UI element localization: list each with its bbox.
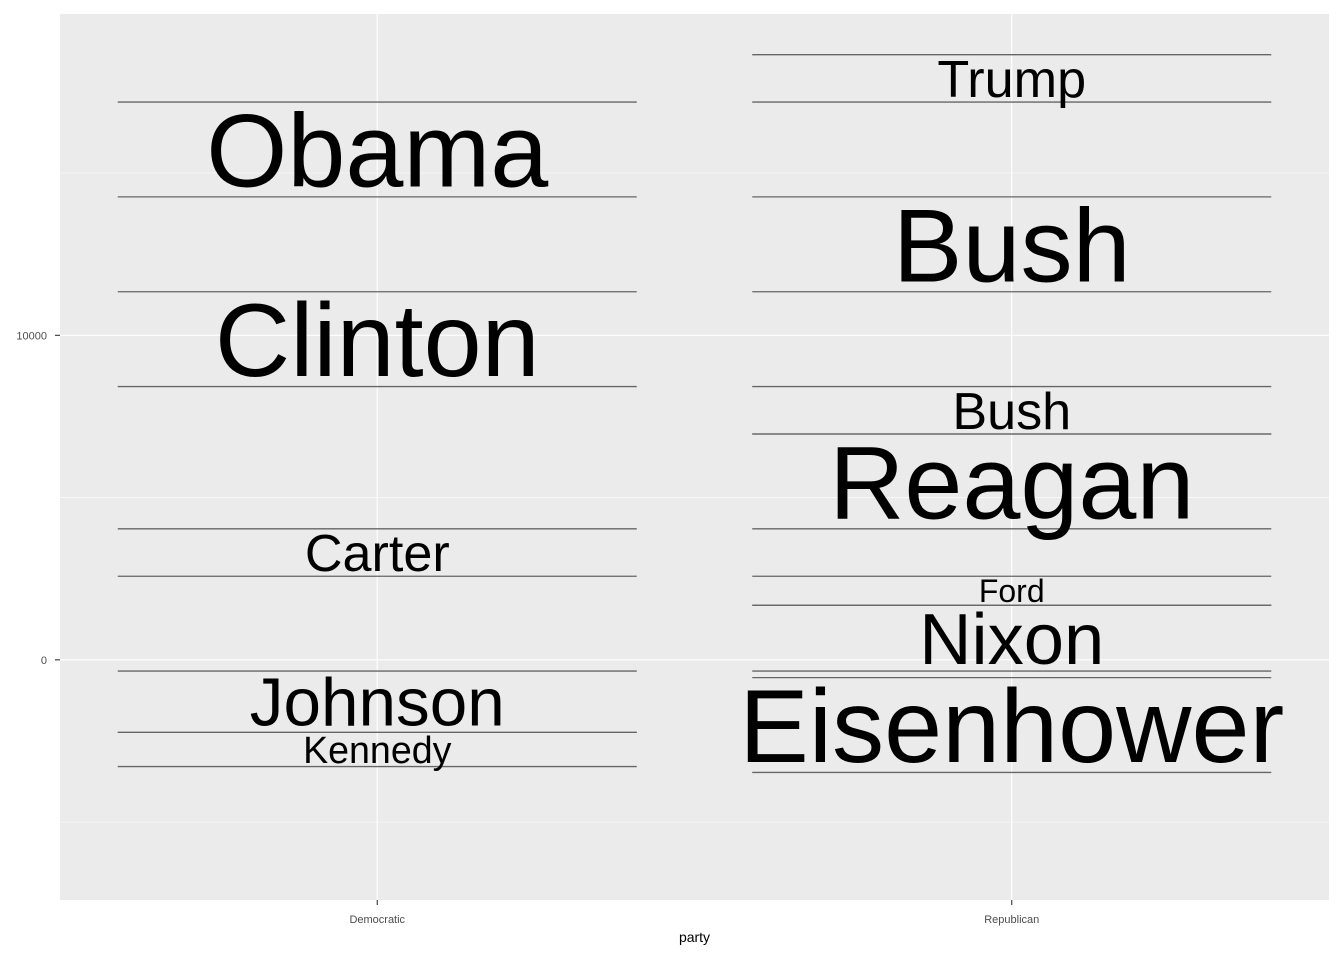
- president-label: Johnson: [250, 666, 505, 741]
- x-tick-label: Republican: [984, 914, 1039, 926]
- president-label: Kennedy: [303, 729, 452, 771]
- president-label: Carter: [305, 525, 450, 583]
- president-label: Trump: [937, 51, 1086, 109]
- term-boundaries: [117, 54, 1272, 774]
- gridlines: [60, 14, 1329, 900]
- president-label: Eisenhower: [739, 669, 1284, 785]
- plot-panel: [60, 14, 1329, 900]
- president-label: Clinton: [215, 283, 540, 399]
- x-tick-label: Democratic: [349, 914, 405, 926]
- axes: 0 10000 Democratic Republican: [16, 330, 1039, 926]
- y-tick-label: 10000: [16, 330, 47, 342]
- president-label: Bush: [952, 383, 1071, 441]
- president-label: Bush: [893, 188, 1131, 304]
- president-label: Nixon: [919, 599, 1104, 680]
- president-label: Reagan: [829, 425, 1194, 541]
- y-tick-label: 0: [41, 655, 47, 667]
- x-axis-title: party: [679, 929, 710, 945]
- president-label: Obama: [206, 94, 548, 210]
- president-label: Ford: [979, 573, 1045, 609]
